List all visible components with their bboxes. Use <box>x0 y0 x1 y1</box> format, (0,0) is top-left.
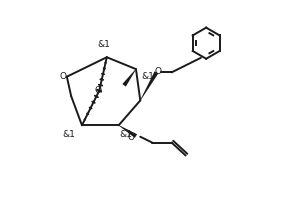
Text: &1: &1 <box>120 130 133 139</box>
Text: O: O <box>60 72 67 81</box>
Text: &1: &1 <box>142 72 155 81</box>
Text: &1: &1 <box>63 130 76 139</box>
Polygon shape <box>140 71 158 100</box>
Polygon shape <box>122 69 136 87</box>
Text: O: O <box>154 67 161 76</box>
Text: O: O <box>94 86 101 95</box>
Text: &1: &1 <box>97 40 110 49</box>
Text: O: O <box>127 133 134 142</box>
Polygon shape <box>118 125 137 138</box>
